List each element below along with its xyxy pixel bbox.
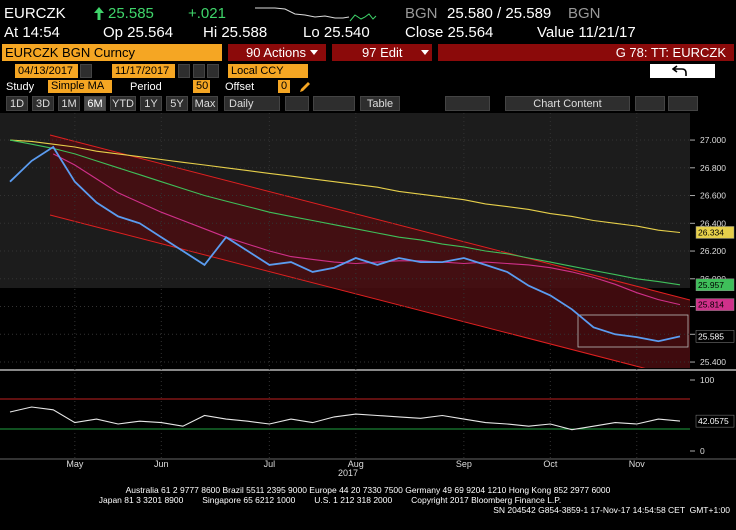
source: BGN bbox=[568, 5, 601, 22]
period-label: Period bbox=[130, 81, 162, 93]
pencil-icon[interactable] bbox=[298, 80, 312, 94]
trend-channel bbox=[50, 135, 690, 368]
y-tick-label: 26.800 bbox=[700, 163, 726, 173]
calendar-button[interactable] bbox=[80, 64, 92, 78]
time: At 14:54 bbox=[4, 24, 60, 41]
dropdown-icon bbox=[310, 50, 318, 55]
footer-contacts: Japan 81 3 3201 8900 Singapore 65 6212 1… bbox=[99, 495, 561, 505]
next-button[interactable] bbox=[207, 64, 219, 78]
x-tick-label: Sep bbox=[456, 459, 472, 469]
x-tick-label: Aug bbox=[348, 459, 364, 469]
last-value-label: 25.585 bbox=[698, 331, 724, 341]
screen-id[interactable]: G 78: TT: EURCZK bbox=[438, 44, 734, 61]
up-arrow-icon bbox=[94, 7, 104, 20]
x-tick-label: Nov bbox=[629, 459, 646, 469]
bid-ask: 25.580 / 25.589 bbox=[447, 5, 552, 22]
range-button[interactable]: 6M bbox=[84, 96, 106, 111]
last-value-label: 26.334 bbox=[698, 227, 724, 237]
range-button[interactable]: 1M bbox=[58, 96, 80, 111]
last-value-tag bbox=[695, 330, 735, 343]
y-tick-label: 100 bbox=[700, 375, 714, 385]
y-tick-label: 0 bbox=[700, 446, 705, 456]
series-line bbox=[52, 153, 681, 306]
close: Close 25.564 bbox=[405, 24, 494, 41]
footer-contacts: Australia 61 2 9777 8600 Brazil 5511 239… bbox=[126, 485, 611, 495]
channel-line bbox=[49, 134, 690, 301]
prev-button[interactable] bbox=[193, 64, 205, 78]
bar-style-button[interactable] bbox=[313, 96, 355, 111]
y-tick-label: 26.400 bbox=[700, 218, 726, 228]
last-value-label: 25.814 bbox=[698, 300, 724, 310]
last-value-tag bbox=[695, 278, 735, 292]
edit-menu[interactable]: 97 Edit bbox=[332, 44, 432, 61]
range-button[interactable]: Max bbox=[192, 96, 218, 111]
x-tick-label: May bbox=[66, 459, 84, 469]
low: Lo 25.540 bbox=[303, 24, 370, 41]
price-change: +.021 bbox=[188, 5, 226, 22]
y-tick-label: 25.400 bbox=[700, 357, 726, 367]
x-axis-label: 2017 bbox=[338, 468, 358, 478]
last-value-tag bbox=[695, 298, 735, 311]
value-date: Value 11/21/17 bbox=[537, 24, 636, 41]
y-tick-label: 26.200 bbox=[700, 246, 726, 256]
x-tick-label: Oct bbox=[543, 459, 558, 469]
security-field[interactable]: EURCZK BGN Curncy bbox=[2, 44, 222, 61]
collapse-button[interactable] bbox=[445, 96, 490, 111]
source: BGN bbox=[405, 5, 438, 22]
calendar-button[interactable] bbox=[178, 64, 190, 78]
range-button[interactable]: 5Y bbox=[166, 96, 188, 111]
series-line bbox=[9, 139, 681, 234]
offset-label: Offset bbox=[225, 81, 255, 93]
offset-field[interactable]: 0 bbox=[278, 80, 290, 93]
last-value-label: 42.0575 bbox=[698, 416, 729, 426]
range-button[interactable]: 1Y bbox=[140, 96, 162, 111]
dropdown-icon bbox=[421, 50, 429, 55]
frequency-menu[interactable]: Daily bbox=[224, 96, 280, 111]
back-button[interactable] bbox=[650, 64, 715, 78]
open: Op 25.564 bbox=[103, 24, 174, 41]
study-label: Study bbox=[6, 81, 35, 93]
range-button[interactable]: 1D bbox=[6, 96, 28, 111]
y-tick-label: 27.000 bbox=[700, 135, 726, 145]
x-tick-label: Jun bbox=[154, 459, 169, 469]
table-button[interactable]: Table bbox=[360, 96, 400, 111]
settings-button[interactable] bbox=[668, 96, 698, 111]
line-style-button[interactable] bbox=[285, 96, 309, 111]
last-value-tag bbox=[695, 226, 735, 239]
series-line bbox=[9, 145, 681, 343]
high: Hi 25.588 bbox=[203, 24, 268, 41]
range-box bbox=[577, 314, 689, 348]
footer-serial: SN 204542 G854-3859-1 17-Nov-17 14:54:58… bbox=[493, 505, 730, 515]
channel-line bbox=[49, 214, 646, 368]
series-line bbox=[9, 406, 681, 431]
ticker: EURCZK bbox=[4, 5, 66, 22]
last-price: 25.585 bbox=[108, 5, 154, 22]
period-field[interactable]: 50 bbox=[193, 80, 210, 93]
actions-menu[interactable]: 90 Actions bbox=[228, 44, 326, 61]
start-date[interactable]: 04/13/2017 bbox=[15, 64, 78, 78]
back-icon bbox=[672, 65, 687, 76]
end-date[interactable]: 11/17/2017 bbox=[112, 64, 175, 78]
y-tick-label: 26.600 bbox=[700, 191, 726, 201]
edit-chart-button[interactable] bbox=[635, 96, 665, 111]
x-tick-label: Jul bbox=[264, 459, 276, 469]
series-line bbox=[9, 139, 681, 286]
last-value-label: 25.957 bbox=[698, 280, 724, 290]
currency-field[interactable]: Local CCY bbox=[228, 64, 308, 78]
chart-content-button[interactable]: Chart Content bbox=[505, 96, 630, 111]
range-button[interactable]: YTD bbox=[110, 96, 136, 111]
study-field[interactable]: Simple MA bbox=[48, 80, 112, 93]
last-value-tag bbox=[695, 414, 735, 428]
range-button[interactable]: 3D bbox=[32, 96, 54, 111]
sparkline bbox=[255, 7, 377, 22]
